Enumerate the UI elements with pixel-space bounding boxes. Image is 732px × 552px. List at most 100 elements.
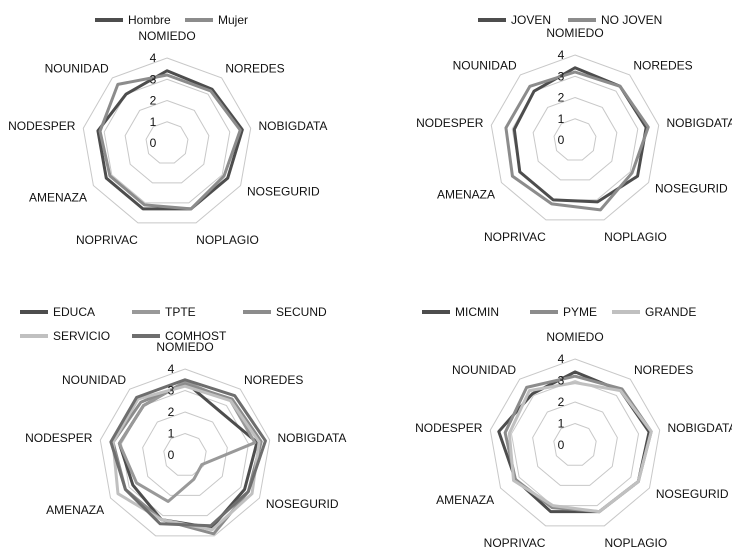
grid-ring [489, 358, 661, 527]
legend-label: GRANDE [645, 305, 696, 319]
tick-label: 0 [168, 448, 175, 462]
category-label-nounidad: NOUNIDAD [62, 373, 126, 387]
legend-item-servicio: SERVICIO [20, 329, 110, 343]
tick-label: 2 [558, 91, 565, 105]
category-label-nounidad: NOUNIDAD [452, 363, 516, 377]
tick-label: 3 [558, 374, 565, 388]
legend-item-educa: EDUCA [20, 305, 95, 319]
legend-label: NO JOVEN [601, 13, 662, 27]
series-line-secund [111, 382, 263, 536]
grid-ring [553, 118, 597, 161]
grid-ring [510, 379, 640, 507]
tick-label: 3 [150, 72, 157, 86]
category-label-nodesper: NODESPER [25, 431, 93, 445]
series-line-no-joven [504, 70, 650, 212]
category-label-nounidad: NOUNIDAD [453, 59, 517, 73]
grid-ring [124, 99, 210, 184]
category-label-nodesper: NODESPER [415, 421, 483, 435]
category-label-noredes: NOREDES [634, 363, 693, 377]
series-line-grande [507, 381, 653, 514]
series-line-tpte [117, 380, 257, 503]
tick-label: 0 [150, 136, 157, 150]
legend-label: TPTE [165, 305, 196, 319]
category-label-nosegurid: NOSEGURID [655, 182, 728, 196]
category-label-nomiedo: NOMIEDO [156, 340, 213, 354]
legend-label: Mujer [218, 13, 248, 27]
tick-label: 1 [558, 417, 565, 431]
tick-label: 1 [150, 115, 157, 129]
legend-item-comhost: COMHOST [132, 329, 227, 343]
category-label-amenaza: AMENAZA [437, 188, 495, 202]
category-label-nobigdata: NOBIGDATA [667, 116, 732, 130]
legend-label: SECUND [276, 305, 327, 319]
tick-label: 2 [558, 395, 565, 409]
category-label-noplagio: NOPLAGIO [604, 230, 667, 244]
tick-label: 2 [150, 94, 157, 108]
tick-label: 4 [558, 48, 565, 62]
tick-label: 3 [168, 384, 175, 398]
legend-item-hombre: Hombre [95, 13, 171, 27]
radar-chart-4: 0 1 2 3 4 NOMIEDO NOREDES NOBIGDATA NOSEGURID NOP… [415, 305, 732, 550]
legend-label: MICMIN [455, 305, 499, 319]
category-label-nomiedo: NOMIEDO [138, 29, 195, 43]
tick-label: 3 [558, 69, 565, 83]
grid-ring [142, 411, 228, 496]
category-label-noprivac: NOPRIVAC [484, 230, 546, 244]
category-label-amenaza: AMENAZA [29, 191, 87, 205]
category-label-nobigdata: NOBIGDATA [668, 421, 732, 435]
legend-item-tpte: TPTE [132, 305, 196, 319]
legend-item-pyme: PYME [530, 305, 597, 319]
tick-label: 1 [168, 427, 175, 441]
category-label-nosegurid: NOSEGURID [656, 487, 729, 501]
grid-ring [82, 57, 252, 224]
legend-label: SERVICIO [53, 329, 110, 343]
category-label-nodesper: NODESPER [416, 116, 484, 130]
grid-ring [99, 368, 271, 537]
category-label-noprivac: NOPRIVAC [76, 233, 138, 247]
category-label-amenaza: AMENAZA [46, 503, 104, 517]
category-label-noprivac: NOPRIVAC [484, 536, 546, 547]
grid-ring [553, 422, 597, 466]
category-label-nodesper: NODESPER [8, 119, 76, 133]
category-label-nomiedo: NOMIEDO [546, 26, 603, 40]
grid-ring [490, 54, 660, 221]
category-label-amenaza: AMENAZA [436, 493, 494, 507]
series-line-mujer [98, 73, 242, 211]
category-label-noredes: NOREDES [244, 373, 303, 387]
category-label-nobigdata: NOBIGDATA [259, 119, 328, 133]
legend-item-secund: SECUND [243, 305, 327, 319]
category-label-nosegurid: NOSEGURID [247, 185, 320, 199]
tick-label: 2 [168, 405, 175, 419]
legend-item-micmin: MICMIN [422, 305, 499, 319]
category-label-nobigdata: NOBIGDATA [278, 431, 347, 445]
legend-label: Hombre [128, 13, 171, 27]
grid-ring [103, 78, 231, 204]
tick-label: 1 [558, 112, 565, 126]
category-label-noredes: NOREDES [225, 62, 284, 76]
category-label-nomiedo: NOMIEDO [546, 330, 603, 344]
legend-label: EDUCA [53, 305, 95, 319]
radar-chart-1: 0 1 2 3 4 NOMIEDO NOREDES NOBIGDATA NOSEGURID NOP… [8, 13, 327, 247]
legend-item-mujer: Mujer [185, 13, 248, 27]
tick-label: 4 [168, 362, 175, 376]
category-label-nounidad: NOUNIDAD [45, 62, 109, 76]
legend-item-no-joven: NO JOVEN [568, 13, 662, 27]
category-label-nosegurid: NOSEGURID [266, 497, 339, 511]
category-label-noredes: NOREDES [633, 59, 692, 73]
legend-item-joven: JOVEN [478, 13, 551, 27]
series-line-comhost [109, 378, 267, 528]
grid-ring [532, 96, 618, 181]
series-line-servicio [111, 384, 261, 532]
tick-label: 0 [558, 133, 565, 147]
category-label-noplagio: NOPLAGIO [196, 233, 259, 247]
legend-label: PYME [563, 305, 597, 319]
tick-label: 4 [150, 51, 157, 65]
grid-ring [145, 121, 189, 164]
radar-chart-3: 01234NOMIEDONOREDESNOBIGDATANOSEGURIDNOP… [20, 305, 347, 552]
legend-label: JOVEN [511, 13, 551, 27]
grid-ring [163, 432, 207, 476]
legend-label: COMHOST [165, 329, 227, 343]
radar-chart-2: 0 1 2 3 4 NOMIEDO NOREDES NOBIGDATA NOSEGURID NOP… [416, 13, 732, 244]
category-label-noplagio: NOPLAGIO [605, 536, 668, 547]
